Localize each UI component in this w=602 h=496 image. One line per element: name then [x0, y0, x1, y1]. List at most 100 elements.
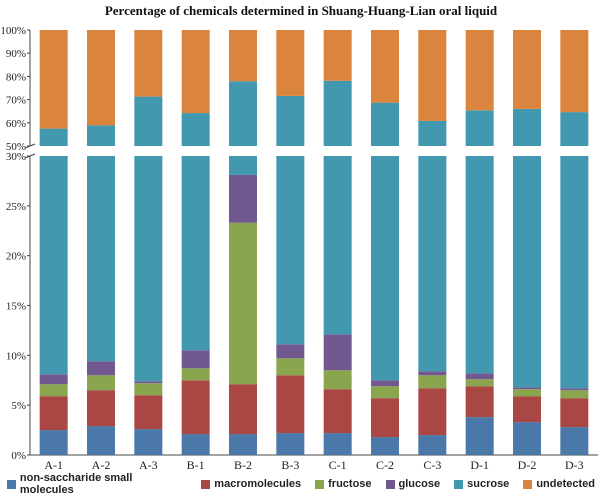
bar-segment-undetected	[181, 30, 210, 114]
bar-segment-non-saccharide-small-molecules	[513, 422, 541, 455]
bar-segment-sucrose	[39, 156, 68, 375]
bar-segment-macromolecules	[87, 390, 115, 427]
y-lower-tick-label: 25%	[6, 201, 26, 213]
bar-segment-glucose	[513, 387, 541, 390]
bar-segment-non-saccharide-small-molecules	[134, 429, 163, 455]
x-tick-label: D-3	[565, 458, 584, 472]
y-lower-tick-label: 0%	[11, 450, 26, 462]
bar-segment-glucose	[276, 344, 305, 359]
legend-item: macromolecules	[201, 478, 301, 490]
bar-segment-sucrose	[418, 156, 447, 372]
x-tick-label: C-1	[329, 458, 347, 472]
y-lower-tick-label: 30%	[6, 151, 26, 163]
bar-segment-macromolecules	[134, 395, 163, 430]
legend-item: undetected	[523, 478, 595, 490]
bar-segment-glucose	[465, 373, 494, 380]
x-tick-label: A-3	[139, 458, 158, 472]
bar-segment-fructose	[323, 370, 352, 390]
bar-segment-macromolecules	[229, 384, 257, 435]
bar-segment-glucose	[560, 388, 589, 391]
bar-segment-sucrose	[560, 156, 589, 389]
x-tick-label: A-2	[92, 458, 111, 472]
legend-label: fructose	[328, 478, 372, 490]
bar-segment-sucrose	[465, 156, 494, 374]
bar-segment-fructose	[229, 222, 257, 385]
bar-segment-sucrose	[513, 108, 541, 146]
bar-segment-undetected	[323, 30, 352, 81]
axis-break-mark	[24, 153, 36, 159]
axis-break-mark	[24, 143, 36, 149]
legend-swatch	[523, 479, 533, 489]
bar-segment-macromolecules	[276, 375, 305, 434]
legend-item: sucrose	[454, 478, 509, 490]
bar-segment-sucrose	[418, 120, 447, 146]
bar-segment-sucrose	[560, 112, 589, 146]
bar-segment-sucrose	[229, 81, 257, 146]
legend-item: glucose	[385, 478, 441, 490]
bar-segment-sucrose	[371, 102, 399, 146]
legend-swatch	[7, 479, 16, 489]
bar-segment-fructose	[513, 389, 541, 397]
legend-label: sucrose	[467, 478, 510, 490]
bar-segment-non-saccharide-small-molecules	[276, 433, 305, 455]
bar-segment-fructose	[87, 375, 115, 391]
y-lower-tick-label: 10%	[6, 350, 26, 362]
bar-segment-glucose	[181, 350, 210, 369]
bar-segment-macromolecules	[39, 396, 68, 431]
bar-segment-glucose	[134, 381, 163, 384]
bar-segment-sucrose	[39, 128, 68, 146]
legend-label: glucose	[398, 478, 441, 490]
bar-segment-undetected	[418, 30, 447, 121]
y-upper-tick-label: 70%	[6, 95, 26, 107]
bar-segment-sucrose	[87, 156, 115, 362]
bar-segment-sucrose	[276, 156, 305, 345]
x-tick-label: D-2	[518, 458, 537, 472]
legend-label: undetected	[536, 478, 595, 490]
legend-label: macromolecules	[214, 478, 302, 490]
bar-segment-glucose	[323, 334, 352, 371]
bar-segment-macromolecules	[323, 389, 352, 434]
x-tick-label: C-2	[376, 458, 394, 472]
y-lower-tick-label: 15%	[6, 301, 26, 313]
legend-item: non-saccharide small molecules	[7, 472, 187, 496]
bar-segment-glucose	[229, 174, 257, 223]
y-upper-tick-label: 90%	[6, 48, 26, 60]
bar-segment-non-saccharide-small-molecules	[465, 417, 494, 455]
x-tick-label: B-1	[187, 458, 205, 472]
bar-segment-non-saccharide-small-molecules	[371, 437, 399, 455]
bar-segment-sucrose	[371, 156, 399, 381]
bar-segment-non-saccharide-small-molecules	[418, 435, 447, 455]
bar-segment-fructose	[465, 379, 494, 387]
bar-segment-macromolecules	[560, 398, 589, 428]
bar-segment-glucose	[418, 371, 447, 376]
bar-segment-sucrose	[181, 156, 210, 351]
bar-segment-undetected	[229, 30, 257, 82]
bar-segment-macromolecules	[418, 388, 447, 436]
x-tick-label: B-2	[234, 458, 252, 472]
bar-segment-non-saccharide-small-molecules	[87, 426, 115, 455]
bar-segment-undetected	[371, 30, 399, 103]
bar-segment-sucrose	[87, 125, 115, 146]
bar-segment-sucrose	[229, 156, 257, 175]
legend-swatch	[315, 479, 325, 489]
bar-segment-fructose	[276, 358, 305, 376]
bar-segment-fructose	[134, 383, 163, 396]
bar-segment-macromolecules	[181, 380, 210, 435]
x-tick-label: D-1	[470, 458, 489, 472]
y-upper-tick-label: 80%	[6, 71, 26, 83]
bar-segment-undetected	[134, 30, 163, 97]
bar-segment-sucrose	[513, 156, 541, 388]
legend-item: fructose	[315, 478, 372, 490]
bar-segment-fructose	[560, 390, 589, 399]
bar-segment-undetected	[560, 30, 589, 113]
bar-segment-fructose	[371, 386, 399, 399]
y-upper-tick-label: 60%	[6, 118, 26, 130]
legend: non-saccharide small molecules macromolec…	[0, 472, 602, 496]
y-lower-tick-label: 5%	[11, 400, 26, 412]
bar-segment-sucrose	[323, 156, 352, 335]
legend-swatch	[385, 479, 395, 489]
bar-segment-macromolecules	[513, 396, 541, 423]
legend-label: non-saccharide small molecules	[19, 472, 133, 496]
bar-segment-sucrose	[134, 96, 163, 146]
